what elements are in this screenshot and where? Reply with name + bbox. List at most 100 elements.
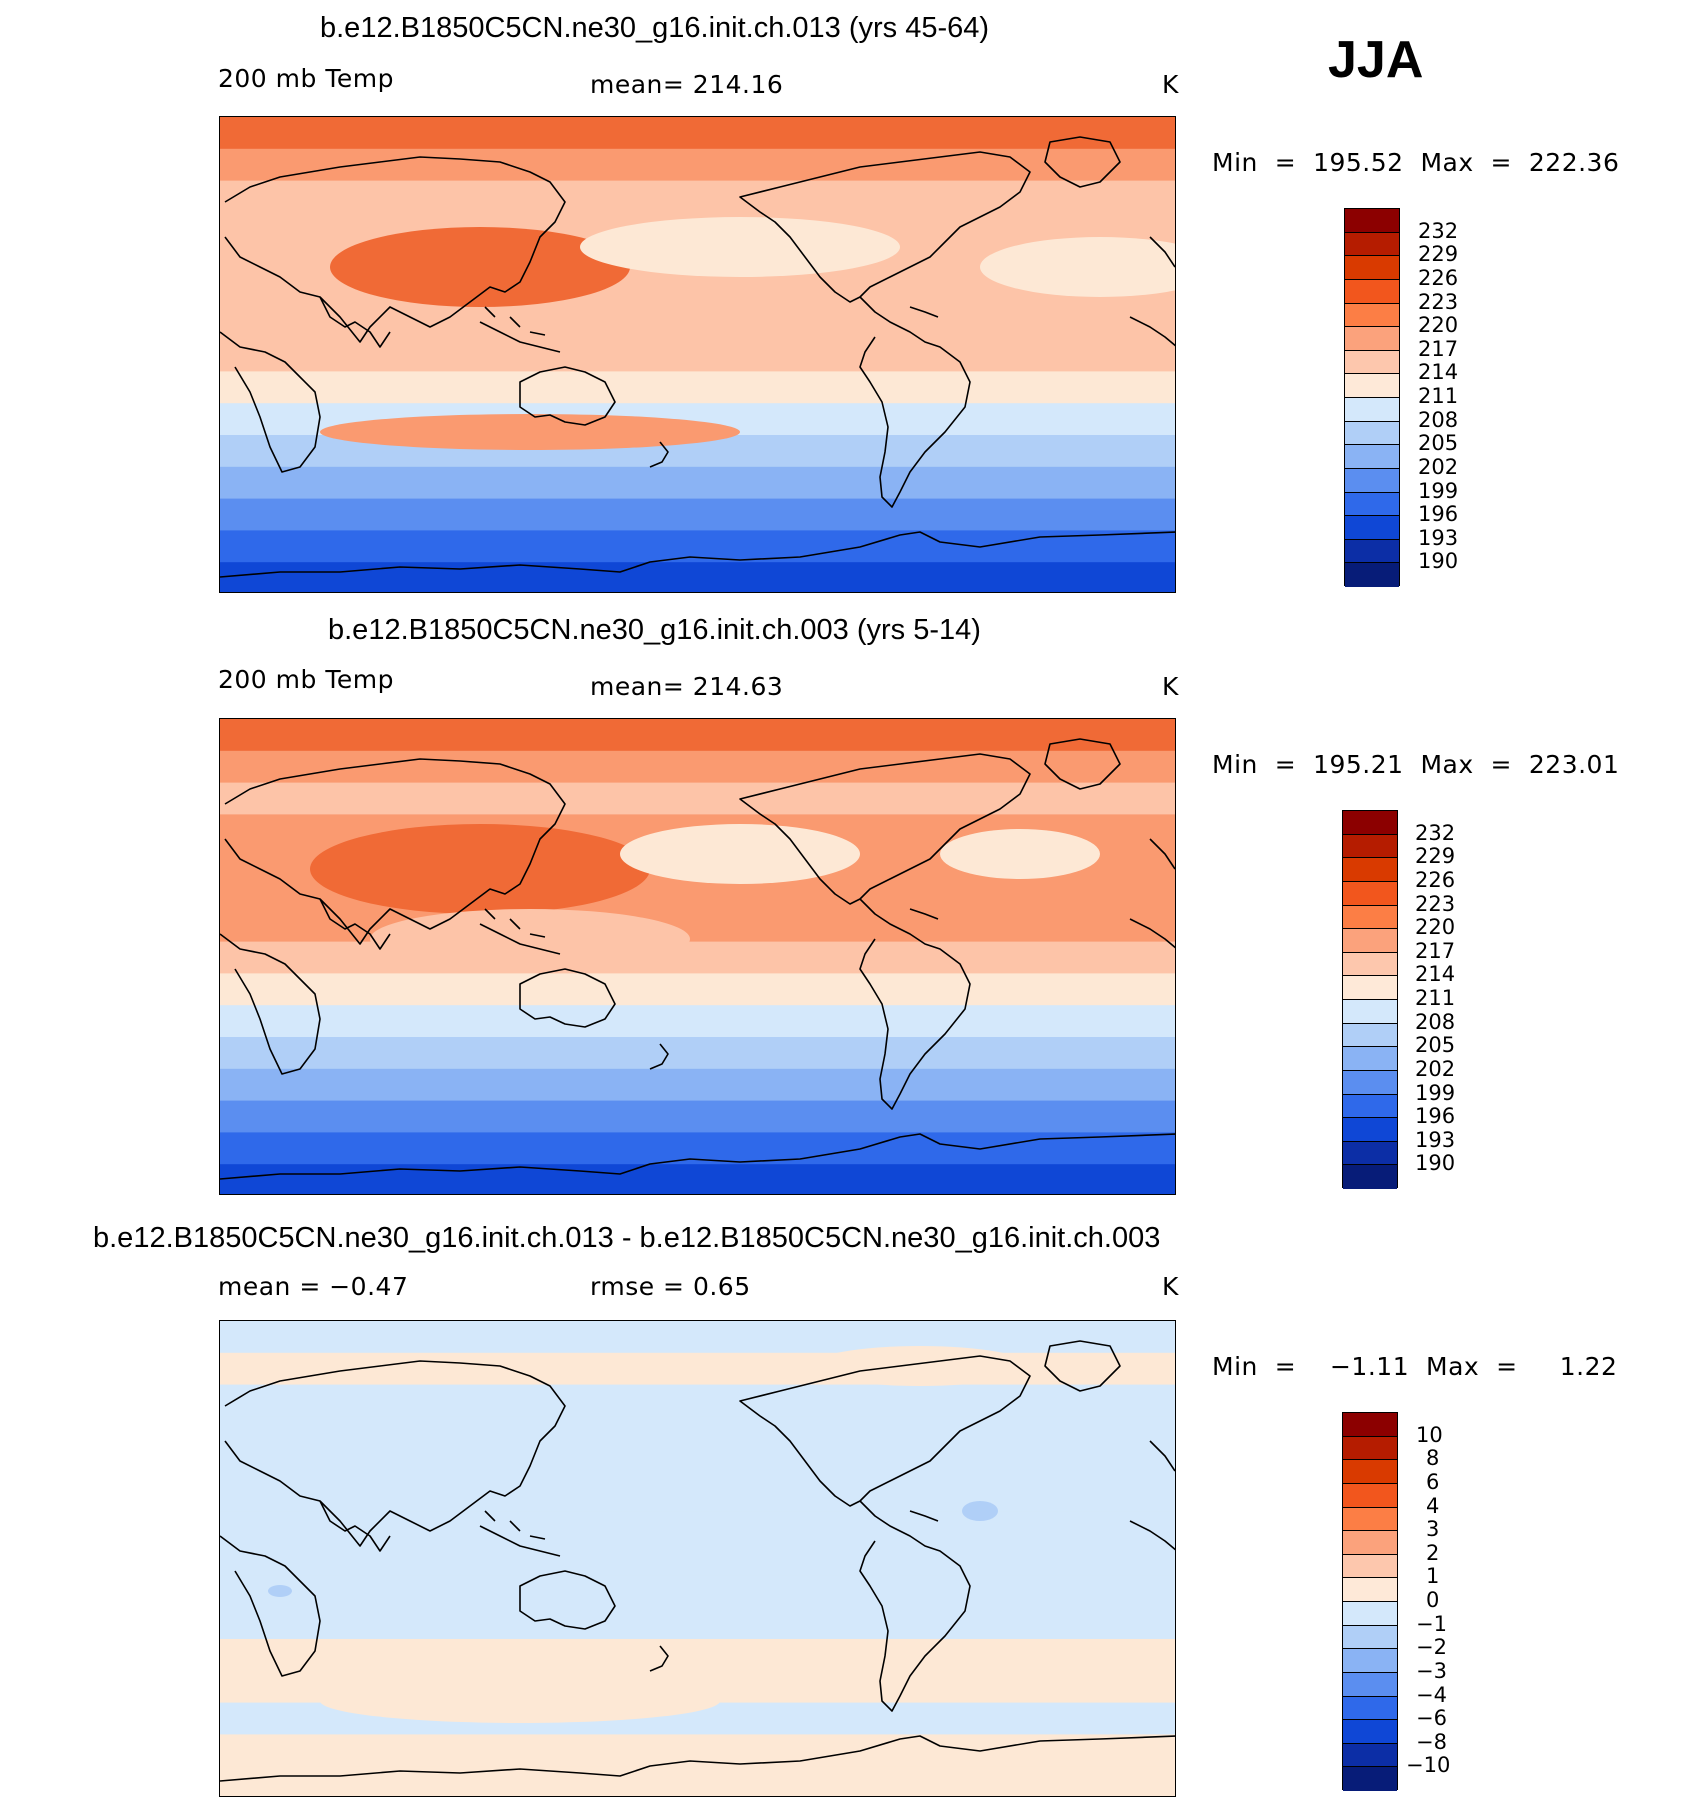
colorbar-swatch: [1343, 976, 1397, 1000]
panel-3-units: K: [1162, 1272, 1179, 1301]
colorbar-tick-label: 193: [1418, 525, 1459, 550]
colorbar-tick-label: 10: [1416, 1422, 1443, 1447]
coastline: [220, 331, 321, 473]
map-band: [220, 498, 1175, 532]
colorbar-swatch: [1345, 232, 1399, 257]
colorbar-tick-label: 6: [1426, 1469, 1440, 1494]
colorbar-swatch: [1343, 1094, 1397, 1119]
map-band: [220, 782, 1175, 816]
colorbar-swatch: [1345, 539, 1399, 564]
map-contour-region: [580, 217, 900, 277]
colorbar-tick-label: −10: [1406, 1753, 1451, 1778]
colorbar-tick-label: 229: [1415, 844, 1456, 869]
coastline: [319, 1500, 391, 1552]
colorbar-tick-label: 211: [1415, 986, 1456, 1010]
map-band: [220, 1575, 1175, 1609]
panel-2-map: [219, 718, 1176, 1195]
map-contour-region: [268, 1585, 292, 1597]
panel-2-colorbar: [1342, 810, 1398, 1189]
coastline: [1044, 738, 1121, 790]
colorbar-swatch: [1343, 1023, 1397, 1048]
colorbar-tick-label: 208: [1415, 1009, 1456, 1034]
panel-3-center-label: rmse = 0.65: [590, 1272, 751, 1301]
map-band: [220, 973, 1175, 1007]
panel-2-units: K: [1162, 672, 1179, 701]
coastline: [739, 753, 1031, 905]
colorbar-swatch: [1345, 256, 1399, 280]
colorbar-tick-label: −4: [1416, 1682, 1447, 1707]
coastline: [479, 321, 561, 353]
coastline: [479, 923, 561, 955]
coastline: [224, 156, 566, 343]
colorbar-tick-label: 190: [1415, 1151, 1456, 1176]
map-band: [220, 719, 1175, 752]
colorbar-tick-label: 220: [1415, 915, 1456, 940]
colorbar-swatch: [1343, 1000, 1397, 1024]
coastline: [1129, 236, 1175, 347]
colorbar-tick-label: 1: [1426, 1564, 1440, 1589]
map-band: [220, 1639, 1175, 1672]
colorbar-swatch: [1343, 858, 1397, 882]
panel-1-title: b.e12.B1850C5CN.ne30_g16.init.ch.013 (yr…: [320, 12, 990, 44]
colorbar-swatch: [1343, 905, 1397, 930]
colorbar-swatch: [1345, 445, 1399, 469]
colorbar-tick-label: 202: [1418, 454, 1459, 479]
colorbar-swatch: [1345, 303, 1399, 328]
colorbar-swatch: [1343, 1743, 1397, 1768]
coastline: [739, 1355, 1031, 1507]
coastline: [649, 441, 669, 468]
coastline: [220, 1735, 1175, 1782]
colorbar-swatch: [1343, 1720, 1397, 1744]
colorbar-tick-label: 205: [1418, 431, 1459, 456]
map-contour-region: [980, 237, 1175, 297]
coastline: [859, 1500, 971, 1712]
coastline: [739, 151, 1031, 303]
map-contour-region: [330, 227, 630, 307]
colorbar-swatch: [1343, 1165, 1397, 1189]
colorbar-tick-label: −6: [1416, 1706, 1447, 1731]
colorbar-tick-label: 217: [1415, 938, 1456, 963]
colorbar-swatch: [1343, 1483, 1397, 1508]
colorbar-swatch: [1345, 492, 1399, 517]
colorbar-swatch: [1343, 1118, 1397, 1142]
colorbar-tick-label: 190: [1418, 549, 1459, 574]
coastline: [1129, 1440, 1175, 1551]
map-band: [220, 148, 1175, 182]
colorbar-swatch: [1343, 1436, 1397, 1461]
map-band: [220, 1766, 1175, 1796]
colorbar-tick-label: 4: [1426, 1493, 1440, 1518]
panel-1-map: [219, 116, 1176, 593]
colorbar-tick-label: 211: [1418, 384, 1459, 408]
panel-1-min-max: Min = 195.52 Max = 222.36: [1212, 148, 1620, 177]
coastline: [484, 1510, 546, 1540]
colorbar-tick-label: 214: [1415, 962, 1456, 987]
colorbar-swatch: [1343, 1602, 1397, 1626]
colorbar-tick-label: 0: [1426, 1588, 1440, 1612]
coastline: [220, 933, 321, 1075]
map-contour-region: [940, 829, 1100, 879]
colorbar-swatch: [1343, 1413, 1397, 1437]
coastline: [1044, 1340, 1121, 1392]
colorbar-tick-label: 223: [1415, 891, 1456, 916]
colorbar-swatch: [1345, 398, 1399, 422]
colorbar-swatch: [1343, 952, 1397, 977]
colorbar-tick-label: 2: [1426, 1540, 1440, 1565]
coastline: [649, 1043, 669, 1070]
map-band: [220, 1416, 1175, 1450]
colorbar-tick-label: −2: [1416, 1635, 1447, 1660]
map-band: [220, 1543, 1175, 1577]
map-band: [220, 339, 1175, 373]
map-band: [220, 562, 1175, 592]
colorbar-tick-label: 196: [1415, 1104, 1456, 1129]
coastline: [909, 908, 939, 920]
colorbar-tick-label: 220: [1418, 313, 1459, 338]
colorbar-swatch: [1343, 1507, 1397, 1532]
colorbar-tick-label: 232: [1418, 218, 1459, 243]
colorbar-swatch: [1343, 881, 1397, 906]
coastline: [220, 1133, 1175, 1180]
colorbar-swatch: [1343, 1649, 1397, 1673]
map-band: [220, 1448, 1175, 1481]
panel-1-center-label: mean= 214.16: [590, 70, 784, 99]
coastline: [319, 296, 391, 348]
colorbar-swatch: [1345, 327, 1399, 351]
